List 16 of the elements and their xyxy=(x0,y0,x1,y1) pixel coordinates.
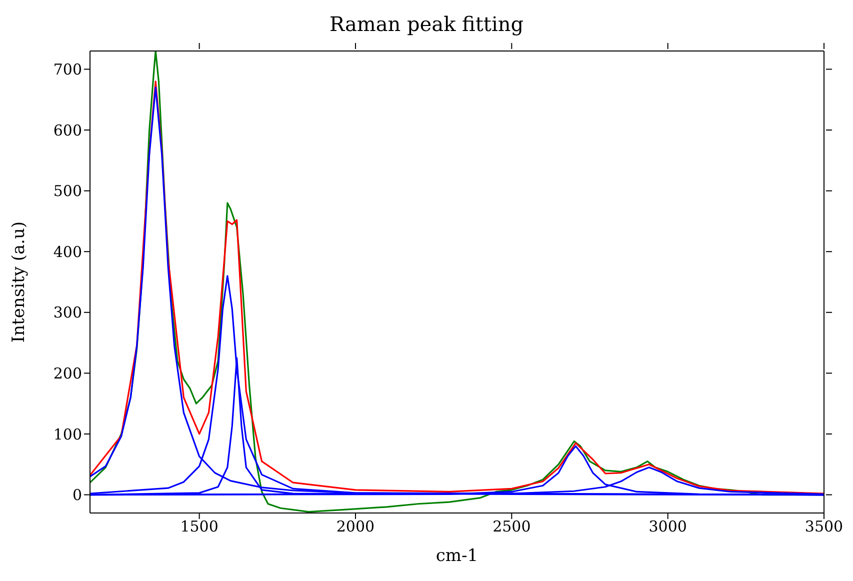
chart-title: Raman peak fitting xyxy=(328,11,525,38)
x-tick-label: 3000 xyxy=(648,518,687,536)
y-tick-label: 100 xyxy=(53,425,82,444)
x-tick-label: 2500 xyxy=(492,518,531,536)
x-tick-label: 3500 xyxy=(804,518,844,536)
y-tick-label: 600 xyxy=(53,121,82,140)
y-tick-label: 700 xyxy=(53,60,82,79)
x-tick-label: 2000 xyxy=(336,518,375,536)
y-tick-label: 200 xyxy=(53,364,82,383)
y-tick-label: 300 xyxy=(53,304,82,322)
y-tick-label: 400 xyxy=(53,242,82,261)
y-axis-title: Intensity (a.u) xyxy=(9,221,30,343)
x-tick-label: 1500 xyxy=(180,518,218,536)
x-axis-title: cm-1 xyxy=(436,546,478,566)
y-tick-label: 0 xyxy=(72,486,82,504)
y-tick-label: 500 xyxy=(53,182,82,200)
